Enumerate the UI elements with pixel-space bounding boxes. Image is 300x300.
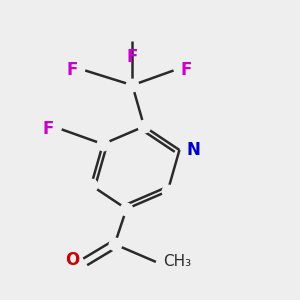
Text: F: F [127,48,138,66]
Text: CH₃: CH₃ [163,254,191,269]
Text: F: F [67,61,78,80]
Text: F: F [181,61,192,80]
Text: F: F [43,120,54,138]
Text: N: N [187,141,201,159]
Text: O: O [65,251,79,269]
